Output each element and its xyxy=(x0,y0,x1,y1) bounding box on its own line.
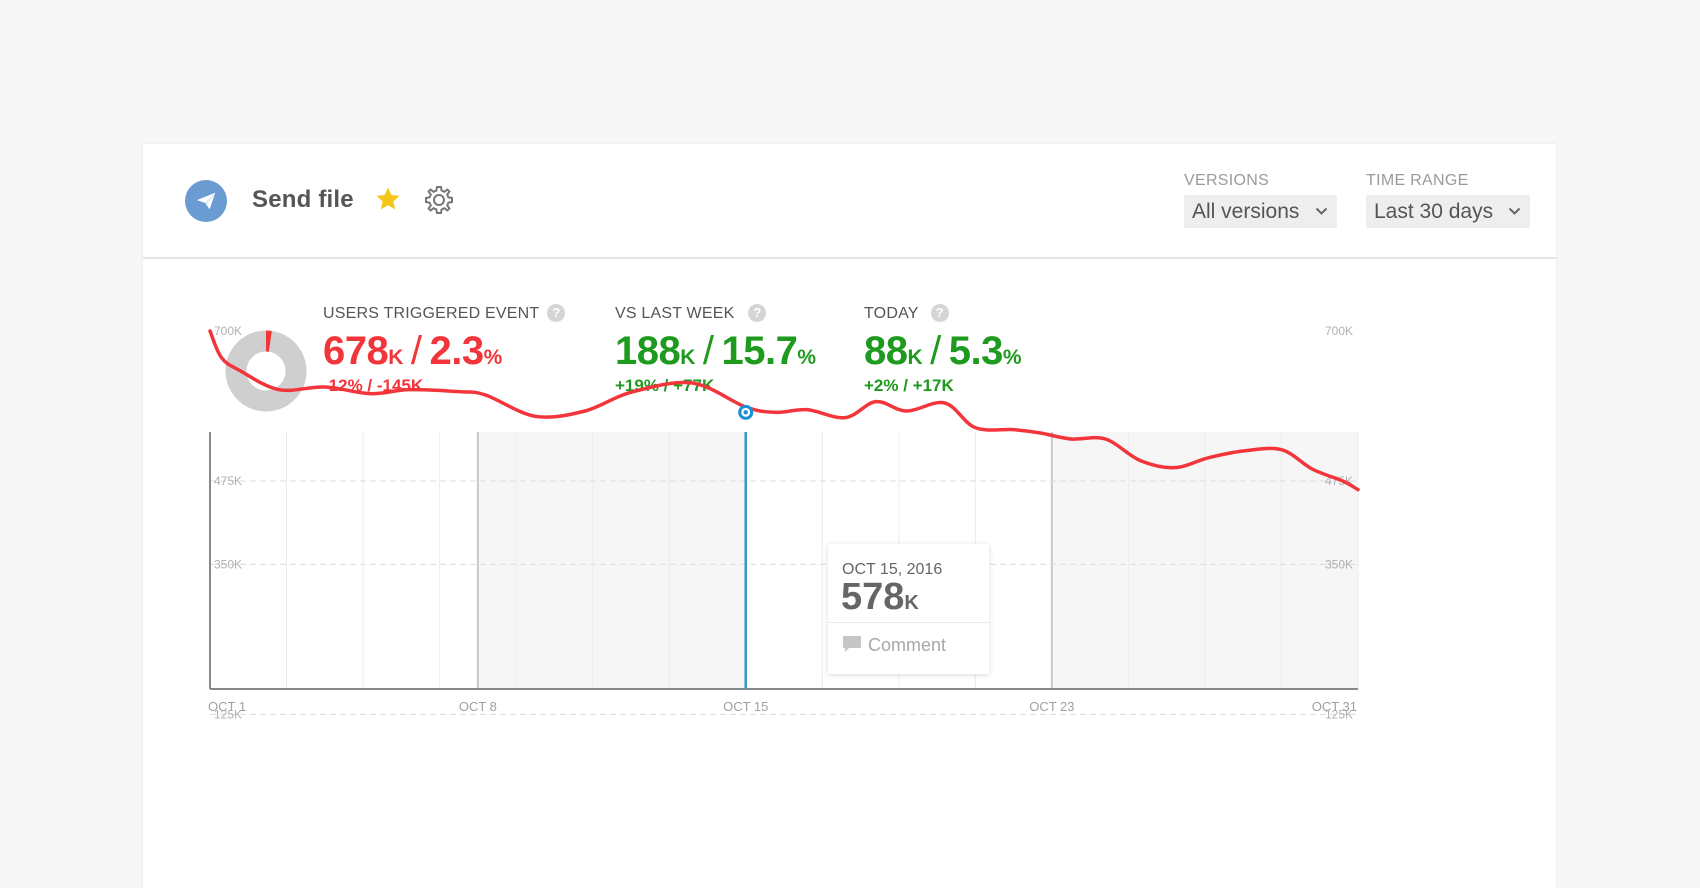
chevron-down-icon xyxy=(1315,207,1328,215)
y-tick-label: 700K xyxy=(214,324,242,338)
metric-value: 188K/15.7% xyxy=(615,329,816,373)
chevron-down-icon xyxy=(1508,207,1521,215)
star-icon[interactable] xyxy=(374,185,402,213)
chart-week-shade xyxy=(477,432,746,689)
metric-change: +2% / +17K xyxy=(864,376,954,395)
y-tick-label: 350K xyxy=(1325,557,1353,571)
metric-value: 88K/5.3% xyxy=(864,329,1022,373)
x-tick-label: OCT 31 xyxy=(1312,699,1357,714)
paper-plane-icon xyxy=(185,180,227,222)
metric-label: USERS TRIGGERED EVENT xyxy=(323,305,540,322)
metric-value: 678K/2.3% xyxy=(323,329,502,373)
time-range-dropdown[interactable]: Last 30 days xyxy=(1366,195,1530,228)
comment-button[interactable]: Comment xyxy=(842,634,946,656)
x-tick-label: OCT 15 xyxy=(723,699,768,714)
versions-dropdown[interactable]: All versions xyxy=(1184,195,1337,228)
comment-icon xyxy=(843,636,861,652)
y-tick-label: 125K xyxy=(214,707,242,721)
help-icon[interactable]: ? xyxy=(930,304,949,322)
y-tick-label: 350K xyxy=(214,557,242,571)
page-title: Send file xyxy=(252,186,354,213)
x-tick-label: OCT 8 xyxy=(459,699,497,714)
card-header: Send file VERSIONS All versions TIME RAN… xyxy=(143,144,1556,259)
metric-label: TODAY xyxy=(864,305,919,322)
highlight-point-dot xyxy=(743,410,748,415)
metric-users-triggered: USERS TRIGGERED EVENT? 678K/2.3% -12% / … xyxy=(323,304,566,396)
y-tick-label: 125K xyxy=(1325,707,1353,721)
comment-label: Comment xyxy=(868,635,947,655)
donut-chart xyxy=(225,330,307,412)
series-line xyxy=(208,329,1360,492)
metric-label: VS LAST WEEK xyxy=(615,305,735,322)
event-card: Send file VERSIONS All versions TIME RAN… xyxy=(143,144,1556,888)
time-range-label: TIME RANGE xyxy=(1366,172,1469,189)
versions-value: All versions xyxy=(1192,200,1300,223)
help-icon[interactable]: ? xyxy=(748,304,767,322)
x-tick-label: OCT 1 xyxy=(208,699,246,714)
versions-label: VERSIONS xyxy=(1184,172,1270,189)
gear-icon[interactable] xyxy=(423,184,455,216)
tooltip-divider xyxy=(828,622,989,623)
metric-today: TODAY? 88K/5.3% +2% / +17K xyxy=(864,304,1022,396)
y-tick-label: 475K xyxy=(214,474,242,488)
y-tick-label: 700K xyxy=(1325,324,1353,338)
tooltip-value: 578K xyxy=(841,576,919,618)
chart-tooltip: OCT 15, 2016 578K Comment xyxy=(828,544,989,674)
metric-vs-last-week: VS LAST WEEK? 188K/15.7% +19% / +77K xyxy=(615,304,816,396)
time-range-value: Last 30 days xyxy=(1374,200,1494,223)
x-tick-label: OCT 23 xyxy=(1029,699,1074,714)
help-icon[interactable]: ? xyxy=(547,304,566,322)
tooltip-date: OCT 15, 2016 xyxy=(842,561,943,578)
